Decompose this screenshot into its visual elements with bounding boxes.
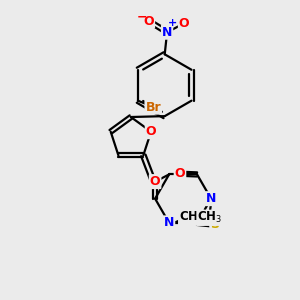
Text: CH$_3$: CH$_3$ bbox=[178, 210, 204, 225]
Text: O: O bbox=[175, 167, 185, 180]
Text: O: O bbox=[179, 17, 190, 30]
Text: −: − bbox=[137, 10, 148, 23]
Text: CH$_3$: CH$_3$ bbox=[197, 210, 222, 225]
Text: N: N bbox=[164, 216, 174, 230]
Text: N: N bbox=[162, 26, 172, 39]
Text: S: S bbox=[210, 218, 219, 231]
Text: O: O bbox=[150, 175, 160, 188]
Text: +: + bbox=[168, 18, 178, 28]
Text: N: N bbox=[206, 192, 216, 205]
Text: O: O bbox=[146, 125, 156, 138]
Text: Br: Br bbox=[146, 101, 161, 114]
Text: O: O bbox=[143, 14, 154, 28]
